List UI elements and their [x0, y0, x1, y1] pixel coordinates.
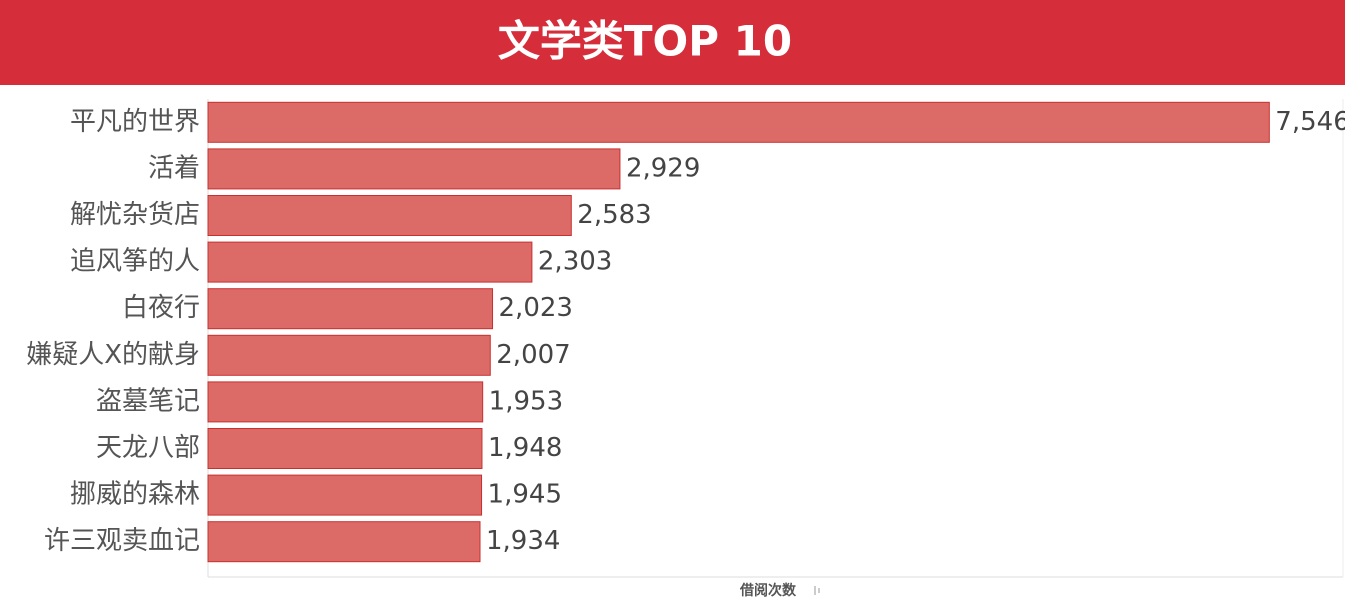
- category-label: 白夜行: [122, 293, 200, 323]
- value-label: 2,007: [496, 340, 570, 370]
- chart-title: 文学类TOP 10: [498, 17, 792, 66]
- category-label: 盗墓笔记: [96, 386, 200, 416]
- category-label: 许三观卖血记: [44, 526, 200, 556]
- bar: [207, 474, 483, 516]
- value-label: 1,934: [486, 526, 560, 556]
- value-label: 2,023: [499, 293, 573, 323]
- category-label: 解忧杂货店: [70, 200, 200, 230]
- bar: [207, 428, 483, 469]
- value-label: 1,953: [489, 386, 563, 416]
- bar: [207, 241, 533, 283]
- category-label: 追风筝的人: [70, 247, 200, 277]
- bar: [207, 288, 494, 330]
- bar: [207, 101, 1270, 143]
- category-label: 天龙八部: [96, 433, 200, 463]
- value-label: 2,583: [577, 200, 651, 230]
- category-label: 嫌疑人X的献身: [26, 340, 200, 370]
- category-label: 平凡的世界: [70, 107, 200, 137]
- bar: [207, 195, 572, 236]
- bar: [207, 381, 484, 423]
- value-label: 1,948: [488, 433, 562, 463]
- value-label: 1,945: [488, 480, 562, 510]
- title-banner: [0, 0, 1345, 85]
- bar: [207, 521, 481, 563]
- bar: [207, 334, 491, 376]
- value-label: 7,546: [1275, 107, 1345, 137]
- bar: [207, 148, 621, 190]
- category-label: 活着: [148, 153, 200, 183]
- value-label: 2,929: [626, 153, 700, 183]
- sort-icon[interactable]: [814, 586, 820, 595]
- value-label: 2,303: [538, 247, 612, 277]
- x-axis-label: 借阅次数: [739, 582, 797, 599]
- category-label: 挪威的森林: [70, 480, 200, 510]
